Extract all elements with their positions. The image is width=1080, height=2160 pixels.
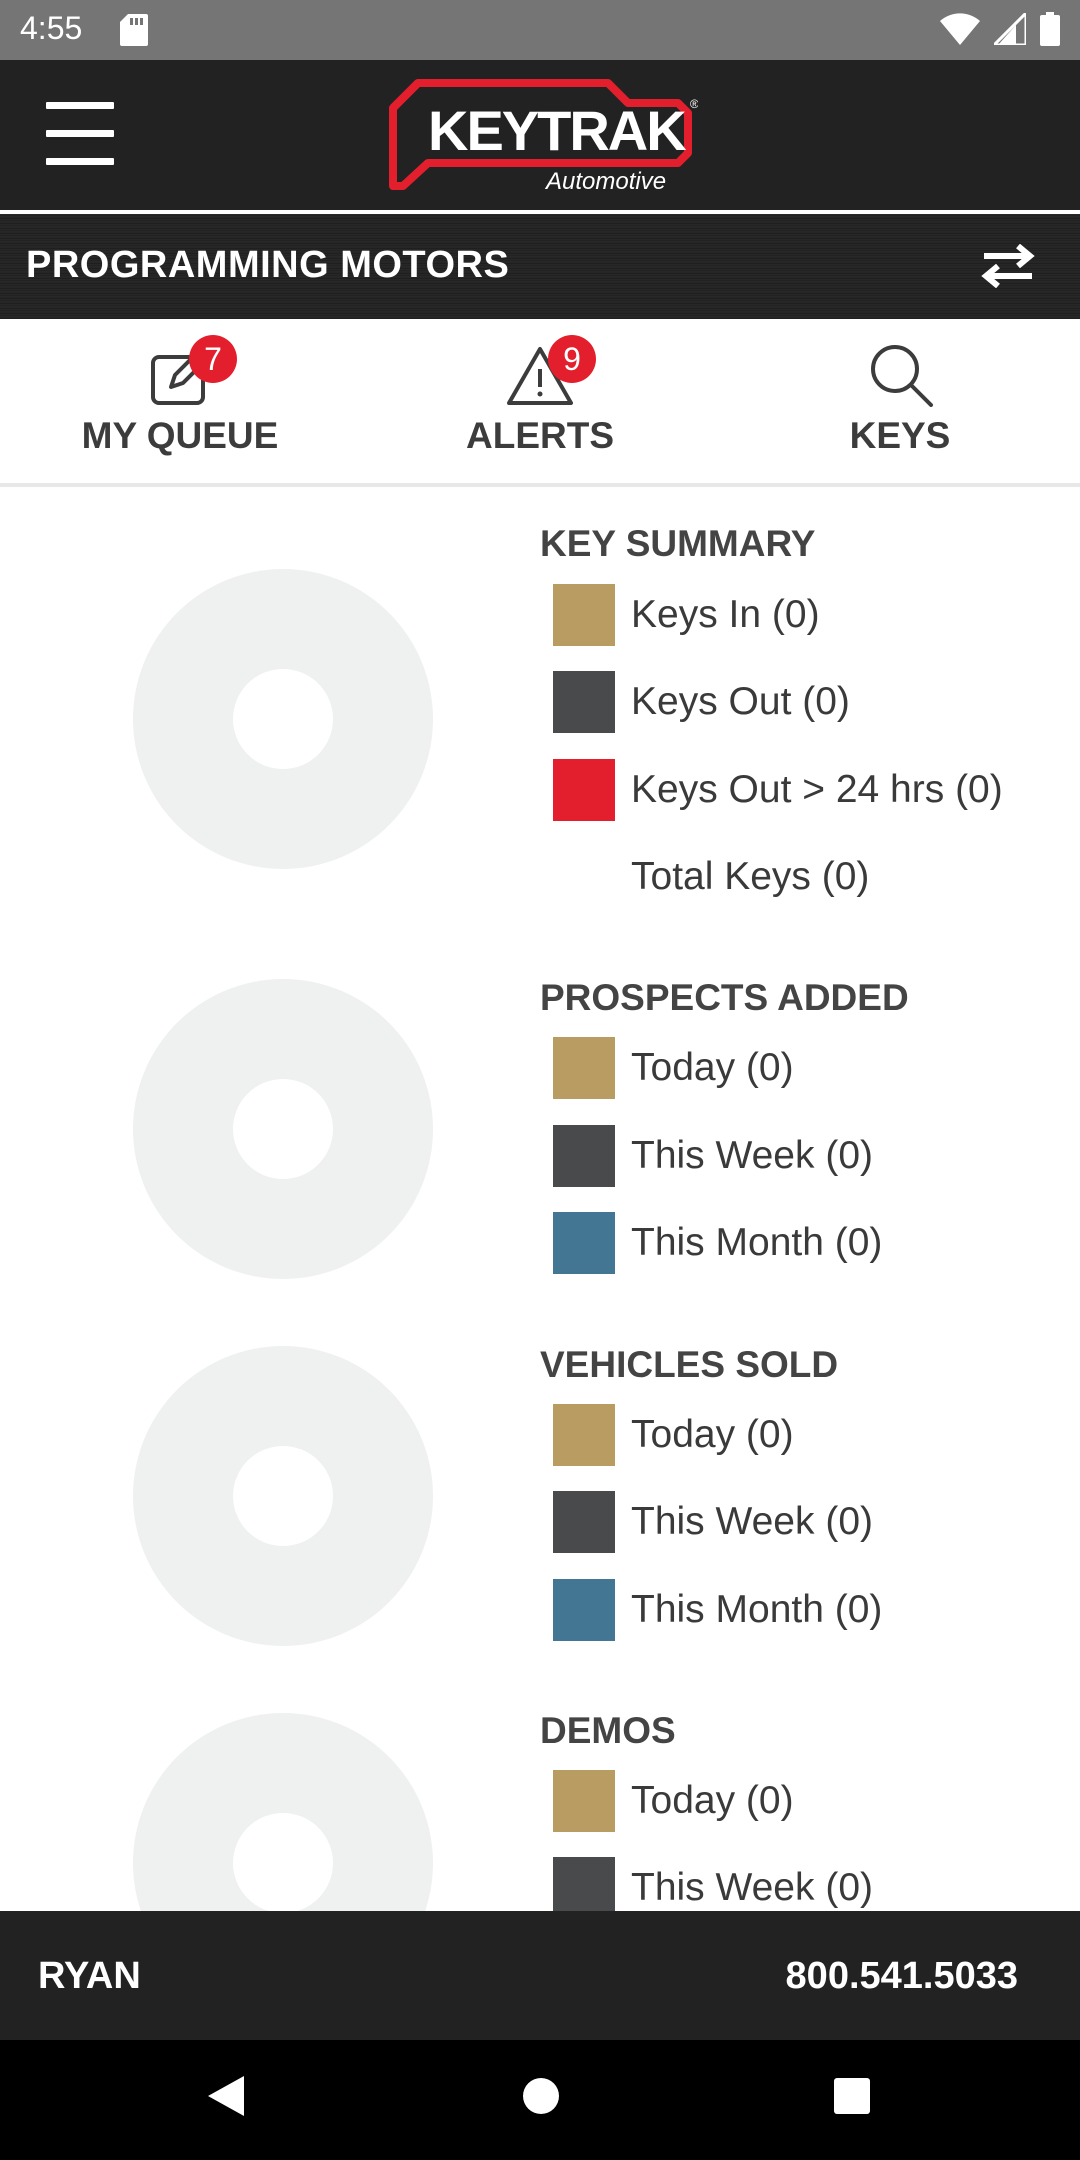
tab-my-queue[interactable]: 7 MY QUEUE: [0, 319, 360, 483]
section-title: PROSPECTS ADDED: [540, 977, 909, 1018]
tab-keys[interactable]: KEYS: [720, 319, 1080, 483]
legend-swatch: [553, 1037, 615, 1099]
tab-alerts[interactable]: 9 ALERTS: [360, 319, 720, 483]
legend-item: Keys Out > 24 hrs (0): [553, 759, 1003, 821]
header-divider: [0, 210, 1080, 214]
legend-label: Today (0): [631, 1779, 794, 1822]
legend-item: Today (0): [553, 1770, 794, 1832]
legend-label: This Month (0): [631, 1221, 883, 1264]
legend-swatch: [553, 1212, 615, 1274]
legend-label: This Week (0): [631, 1134, 873, 1177]
legend-label: This Week (0): [631, 1866, 873, 1909]
section-title: KEY SUMMARY: [540, 523, 816, 564]
section-title: VEHICLES SOLD: [540, 1344, 839, 1385]
dealer-bar[interactable]: PROGRAMMING MOTORS: [0, 214, 1080, 319]
sd-card-icon: [120, 14, 148, 46]
legend-label: Keys Out > 24 hrs (0): [631, 768, 1003, 811]
home-icon[interactable]: [522, 2074, 560, 2123]
recents-icon[interactable]: [833, 2074, 871, 2123]
alerts-count-badge: 9: [548, 335, 596, 383]
android-nav-bar: [0, 2040, 1080, 2160]
legend-swatch: [553, 759, 615, 821]
legend-label: Keys In (0): [631, 593, 820, 636]
legend-item: This Week (0): [553, 1491, 873, 1553]
cell-signal-icon: [994, 13, 1026, 45]
legend-item: Total Keys (0): [553, 846, 869, 908]
key-summary-donut-chart: [133, 569, 433, 869]
status-bar: 4:55: [0, 0, 1080, 60]
battery-icon: [1040, 12, 1060, 46]
keytrak-logo: KEYTRAK ® Automotive: [388, 78, 699, 195]
legend-item: This Month (0): [553, 1212, 882, 1274]
key-summary-section: KEY SUMMARY Keys In (0) Keys Out (0) Key…: [0, 491, 1080, 911]
logo-text: KEYTRAK: [428, 99, 686, 162]
footer-user-name: RYAN: [38, 1955, 141, 1997]
svg-text:®: ®: [690, 97, 698, 111]
dealer-name: PROGRAMMING MOTORS: [26, 244, 510, 286]
legend-label: Today (0): [631, 1413, 794, 1456]
support-phone-link[interactable]: 800.541.5033: [785, 1955, 1018, 1997]
back-icon[interactable]: [206, 2074, 246, 2123]
legend-swatch: [553, 1857, 615, 1911]
legend-swatch: [553, 1491, 615, 1553]
legend-item: This Month (0): [553, 1579, 882, 1641]
legend-swatch: [553, 584, 615, 646]
hamburger-menu-icon[interactable]: [46, 102, 114, 166]
legend-label: This Week (0): [631, 1500, 873, 1543]
status-time: 4:55: [20, 10, 83, 46]
wifi-icon: [940, 13, 980, 45]
legend-item: This Week (0): [553, 1857, 873, 1911]
legend-swatch: [553, 1770, 615, 1832]
legend-label: This Month (0): [631, 1588, 883, 1631]
legend-item: This Week (0): [553, 1125, 873, 1187]
queue-count-badge: 7: [189, 335, 237, 383]
legend-label: Today (0): [631, 1046, 794, 1089]
footer-bar: RYAN 800.541.5033: [0, 1911, 1080, 2040]
app-header: KEYTRAK ® Automotive: [0, 60, 1080, 210]
legend-item: Keys Out (0): [553, 671, 850, 733]
legend-swatch: [553, 1125, 615, 1187]
tab-label: MY QUEUE: [81, 415, 279, 456]
legend-item: Today (0): [553, 1404, 794, 1466]
legend-label: Total Keys (0): [631, 855, 870, 898]
demos-donut-chart: [133, 1713, 433, 1911]
dashboard-content[interactable]: KEY SUMMARY Keys In (0) Keys Out (0) Key…: [0, 491, 1080, 1911]
legend-swatch: [553, 846, 615, 908]
legend-swatch: [553, 671, 615, 733]
tab-label: ALERTS: [466, 415, 614, 456]
nav-tabs: 7 MY QUEUE 9 ALERTS KEYS: [0, 319, 1080, 487]
section-title: DEMOS: [540, 1710, 676, 1751]
legend-item: Keys In (0): [553, 584, 820, 646]
swap-arrows-icon[interactable]: [980, 244, 1036, 288]
legend-item: Today (0): [553, 1037, 794, 1099]
vehicles-sold-donut-chart: [133, 1346, 433, 1646]
search-icon: [871, 345, 933, 407]
tab-label: KEYS: [849, 415, 951, 456]
prospects-added-donut-chart: [133, 979, 433, 1279]
logo-subtext: Automotive: [544, 168, 666, 193]
legend-swatch: [553, 1579, 615, 1641]
legend-swatch: [553, 1404, 615, 1466]
legend-label: Keys Out (0): [631, 680, 850, 723]
